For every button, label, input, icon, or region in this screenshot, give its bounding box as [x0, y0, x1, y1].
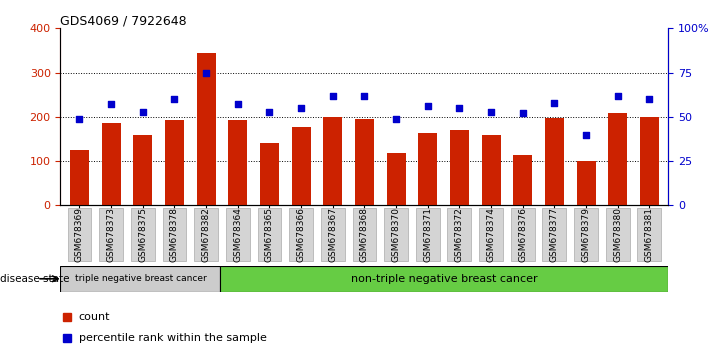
Bar [481, 135, 501, 205]
Text: GSM678373: GSM678373 [107, 207, 116, 262]
Text: GSM678368: GSM678368 [360, 207, 369, 262]
Point [580, 132, 592, 137]
Text: percentile rank within the sample: percentile rank within the sample [79, 333, 267, 343]
Text: GSM678372: GSM678372 [455, 207, 464, 262]
FancyBboxPatch shape [220, 266, 668, 292]
FancyBboxPatch shape [638, 208, 661, 261]
FancyBboxPatch shape [321, 208, 345, 261]
Bar [70, 150, 89, 205]
Text: GSM678376: GSM678376 [518, 207, 527, 262]
Point [169, 96, 180, 102]
Text: GSM678375: GSM678375 [138, 207, 147, 262]
Bar [513, 155, 533, 205]
Bar [640, 117, 659, 205]
FancyBboxPatch shape [226, 208, 250, 261]
Text: non-triple negative breast cancer: non-triple negative breast cancer [351, 274, 538, 284]
FancyBboxPatch shape [131, 208, 154, 261]
FancyBboxPatch shape [479, 208, 503, 261]
Point [390, 116, 402, 121]
Bar [133, 135, 152, 205]
FancyBboxPatch shape [68, 208, 91, 261]
Bar [102, 124, 121, 205]
Bar [260, 143, 279, 205]
Text: GDS4069 / 7922648: GDS4069 / 7922648 [60, 14, 187, 27]
FancyBboxPatch shape [384, 208, 408, 261]
Bar [196, 53, 215, 205]
Text: GSM678371: GSM678371 [423, 207, 432, 262]
Point [327, 93, 338, 98]
Point [232, 102, 243, 107]
FancyBboxPatch shape [100, 208, 123, 261]
Text: GSM678382: GSM678382 [202, 207, 210, 262]
Text: GSM678380: GSM678380 [613, 207, 622, 262]
Bar [387, 153, 405, 205]
Bar [324, 117, 342, 205]
Point [517, 110, 528, 116]
FancyBboxPatch shape [194, 208, 218, 261]
Text: count: count [79, 312, 110, 322]
FancyBboxPatch shape [163, 208, 186, 261]
Point [201, 70, 212, 75]
Bar [450, 130, 469, 205]
FancyBboxPatch shape [289, 208, 313, 261]
FancyBboxPatch shape [574, 208, 598, 261]
Text: GSM678369: GSM678369 [75, 207, 84, 262]
Point [295, 105, 306, 111]
Bar [577, 161, 596, 205]
Point [612, 93, 624, 98]
Point [454, 105, 465, 111]
Point [486, 109, 497, 114]
Point [422, 103, 434, 109]
Bar [165, 120, 184, 205]
Text: GSM678366: GSM678366 [296, 207, 306, 262]
Text: GSM678374: GSM678374 [486, 207, 496, 262]
Point [549, 100, 560, 105]
Text: GSM678370: GSM678370 [392, 207, 400, 262]
FancyBboxPatch shape [416, 208, 439, 261]
FancyBboxPatch shape [510, 208, 535, 261]
Text: GSM678365: GSM678365 [265, 207, 274, 262]
Text: triple negative breast cancer: triple negative breast cancer [75, 274, 206, 283]
Point [105, 102, 117, 107]
Text: GSM678377: GSM678377 [550, 207, 559, 262]
FancyBboxPatch shape [353, 208, 376, 261]
Point [358, 93, 370, 98]
Bar [228, 120, 247, 205]
Bar [355, 119, 374, 205]
Text: GSM678378: GSM678378 [170, 207, 179, 262]
FancyBboxPatch shape [60, 266, 220, 292]
Bar [292, 127, 311, 205]
Text: GSM678381: GSM678381 [645, 207, 654, 262]
Point [643, 96, 655, 102]
FancyBboxPatch shape [542, 208, 566, 261]
FancyBboxPatch shape [606, 208, 629, 261]
Point [74, 116, 85, 121]
FancyBboxPatch shape [447, 208, 471, 261]
Point [137, 109, 149, 114]
Text: GSM678367: GSM678367 [328, 207, 337, 262]
Bar [545, 118, 564, 205]
Text: GSM678379: GSM678379 [582, 207, 591, 262]
Bar [608, 113, 627, 205]
FancyBboxPatch shape [257, 208, 282, 261]
Bar [418, 133, 437, 205]
Text: GSM678364: GSM678364 [233, 207, 242, 262]
Text: disease state: disease state [0, 274, 70, 284]
Point [264, 109, 275, 114]
